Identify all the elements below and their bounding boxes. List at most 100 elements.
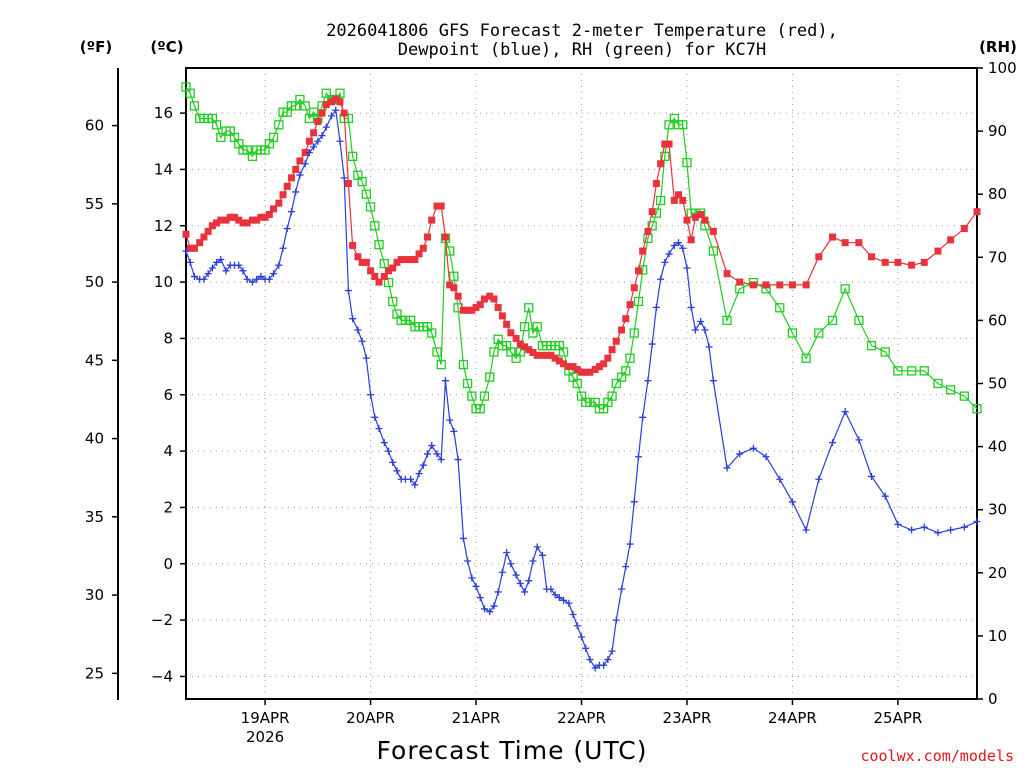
temperature-point: [841, 239, 849, 247]
temperature-point: [301, 149, 309, 157]
rh-tick-label: 80: [988, 185, 1007, 203]
temperature-point: [573, 365, 581, 373]
temperature-point: [503, 320, 511, 328]
dewpoint-point: [586, 656, 594, 664]
temperature-point: [411, 256, 419, 264]
rh-point: [432, 347, 442, 357]
rh-tick-label: 30: [988, 501, 1007, 519]
rh-point: [959, 391, 969, 401]
temperature-point: [375, 278, 383, 286]
rh-point: [485, 372, 495, 382]
temperature-point: [283, 182, 291, 190]
rh-point: [629, 328, 639, 338]
dewpoint-point: [208, 264, 216, 272]
temperature-point: [661, 140, 669, 148]
temperature-point: [533, 351, 541, 359]
dewpoint-point: [894, 520, 902, 528]
rh-point: [572, 378, 582, 389]
temperature-point: [881, 258, 889, 266]
rh-point: [379, 258, 389, 269]
dewpoint-point: [675, 239, 683, 247]
dewpoint-point: [389, 458, 397, 466]
dewpoint-point: [472, 582, 480, 590]
temperature-point: [960, 225, 968, 233]
dewpoint-point: [235, 261, 243, 269]
rh-point: [682, 157, 692, 168]
dewpoint-point: [287, 208, 295, 216]
rh-point: [370, 221, 380, 231]
dewpoint-point: [446, 416, 454, 424]
temperature-point: [296, 157, 304, 165]
temperature-point: [310, 129, 318, 137]
dewpoint-point: [855, 436, 863, 444]
temperature-point: [468, 306, 476, 314]
temperature-point: [243, 219, 251, 227]
dewpoint-point: [960, 523, 968, 531]
rh-point: [383, 277, 394, 288]
dewpoint-point: [657, 275, 665, 283]
dewpoint-point: [591, 664, 599, 672]
temperature-point: [208, 222, 216, 230]
temperature-point: [657, 160, 665, 168]
time-tick-label: 24APR: [768, 709, 817, 727]
dewpoint-point: [908, 526, 916, 534]
dewpoint-point: [362, 354, 370, 362]
chart-title-line-1: 2026041806 GFS Forecast 2-meter Temperat…: [326, 21, 838, 41]
temperature-point: [595, 363, 603, 371]
temperature-point: [512, 334, 520, 342]
dewpoint-point: [670, 241, 678, 249]
rh-axis-ticks: 0 10 20 30 40 50 60 70 80 90 100: [977, 59, 1017, 708]
rh-point: [621, 366, 631, 376]
temperature-point: [213, 219, 221, 227]
rh-tick-label: 90: [988, 122, 1007, 140]
time-tick-label: 20APR: [346, 709, 395, 727]
dewpoint-point: [486, 608, 494, 616]
rh-line: [185, 86, 978, 410]
time-tick-label: 22APR: [557, 709, 606, 727]
rh-point: [607, 391, 617, 401]
rh-point: [524, 303, 534, 313]
rh-point: [722, 315, 732, 326]
temperature-point: [190, 244, 198, 252]
rh-point: [611, 378, 621, 389]
dewpoint-point: [498, 568, 506, 576]
rh-point: [185, 88, 195, 98]
temperature-point: [578, 368, 585, 376]
dewpoint-point: [697, 318, 705, 326]
dewpoint-point: [815, 475, 823, 483]
temperature-point: [393, 258, 401, 266]
dewpoint-point: [503, 549, 511, 557]
rh-point: [647, 221, 657, 231]
dewpoint-point: [476, 594, 484, 602]
dewpoint-point: [314, 137, 322, 145]
temperature-point: [507, 329, 515, 337]
temperature-point: [670, 196, 678, 204]
dewpoint-point: [450, 427, 458, 435]
dewpoint-point: [340, 174, 348, 182]
celsius-tick-label: −4: [151, 667, 173, 685]
rh-tick-label: 100: [988, 59, 1017, 77]
dewpoint-point: [454, 456, 462, 464]
dewpoint-point: [973, 518, 981, 526]
dewpoint-point: [612, 616, 620, 624]
fahrenheit-axis-ticks: 25 30 35 40 45 50 55 60: [85, 117, 118, 682]
temperature-point: [358, 258, 366, 266]
temperature-point: [494, 303, 502, 311]
dewpoint-point: [555, 594, 563, 602]
temperature-point: [815, 253, 823, 261]
temperature-point: [362, 258, 370, 266]
rh-point: [268, 132, 279, 143]
temperature-point: [709, 227, 717, 235]
temperature-point: [486, 292, 494, 300]
temperature-point: [679, 196, 687, 204]
temperature-point: [600, 360, 608, 368]
dewpoint-point: [407, 475, 415, 483]
dewpoint-point: [358, 337, 366, 345]
year-label: 2026: [246, 728, 284, 746]
rh-point: [558, 347, 569, 357]
temperature-point: [529, 349, 537, 357]
dewpoint-point: [776, 475, 784, 483]
temperature-point: [749, 281, 757, 289]
dewpoint-point: [328, 112, 336, 120]
dewpoint-point: [310, 143, 318, 151]
